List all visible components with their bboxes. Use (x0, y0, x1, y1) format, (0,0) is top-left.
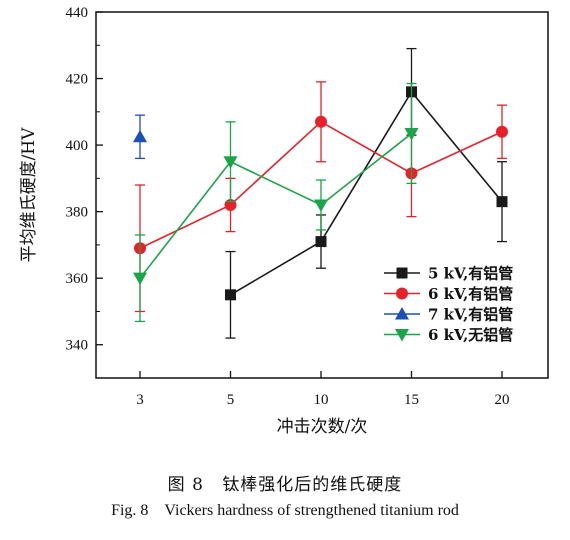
legend-item-3: 7 kV,有铝管 (384, 306, 513, 324)
x-tick-label: 3 (136, 392, 144, 408)
x-tick-label: 10 (314, 392, 329, 408)
series-line (230, 90, 503, 296)
series-2 (134, 81, 508, 313)
caption-cn-text: 钛棒强化后的维氏硬度 (222, 475, 403, 495)
y-tick-label: 380 (66, 205, 89, 221)
figure-caption-chinese: 图 8 钛棒强化后的维氏硬度 (0, 470, 570, 495)
legend-label: 6 kV,有铝管 (428, 285, 513, 303)
y-axis-label: 平均维氏硬度/HV (19, 127, 39, 263)
data-point (315, 236, 327, 248)
x-tick-label: 20 (495, 392, 510, 408)
chart-series (133, 47, 508, 339)
plot-frame (95, 11, 549, 379)
y-tick-label: 400 (66, 138, 89, 154)
data-point (315, 115, 327, 128)
legend-marker (395, 307, 409, 320)
legend-item-2: 6 kV,有铝管 (384, 285, 513, 303)
hardness-chart: 340 360 380 400 420 440 3 5 10 15 20 冲击次数/次 平均维氏硬度/H… (19, 5, 549, 437)
legend-marker (396, 287, 408, 300)
data-point (496, 196, 508, 208)
y-tick-label: 340 (66, 338, 89, 354)
legend-marker (395, 329, 409, 342)
legend-label: 5 kV,有铝管 (428, 265, 513, 283)
data-point (133, 129, 147, 143)
legend-item-1: 5 kV,有铝管 (384, 265, 513, 283)
legend-marker (396, 267, 408, 279)
data-point (314, 199, 328, 212)
legend-label: 6 kV,无铝管 (428, 326, 513, 344)
series-3 (133, 114, 147, 160)
legend-label: 7 kV,有铝管 (428, 306, 513, 324)
caption-cn-label: 图 8 (167, 475, 204, 495)
legend-item-4: 6 kV,无铝管 (384, 326, 513, 344)
y-tick-label: 440 (66, 5, 89, 21)
chart-axes: 340 360 380 400 420 440 3 5 10 15 20 冲击次数/次 平均维氏硬度/H… (19, 5, 549, 437)
x-tick-label: 5 (227, 392, 235, 408)
x-tick-label: 15 (404, 392, 419, 408)
chart-legend: 5 kV,有铝管 6 kV,有铝管 7 kV,有铝管 6 kV,无铝管 (384, 265, 513, 344)
x-axis-label: 冲击次数/次 (277, 417, 368, 437)
y-tick-label: 420 (66, 72, 89, 88)
series-line (139, 132, 412, 279)
data-point (404, 127, 419, 141)
series-4 (133, 82, 419, 323)
data-point (496, 125, 508, 138)
data-point (133, 272, 147, 286)
figure-caption-english: Fig. 8 Vickers hardness of strengthened … (0, 502, 570, 520)
data-point (223, 156, 238, 169)
caption-en-label: Fig. 8 (111, 502, 149, 519)
y-tick-label: 360 (66, 271, 89, 287)
caption-en-text: Vickers hardness of strengthened titaniu… (164, 502, 459, 519)
data-point (225, 289, 236, 301)
